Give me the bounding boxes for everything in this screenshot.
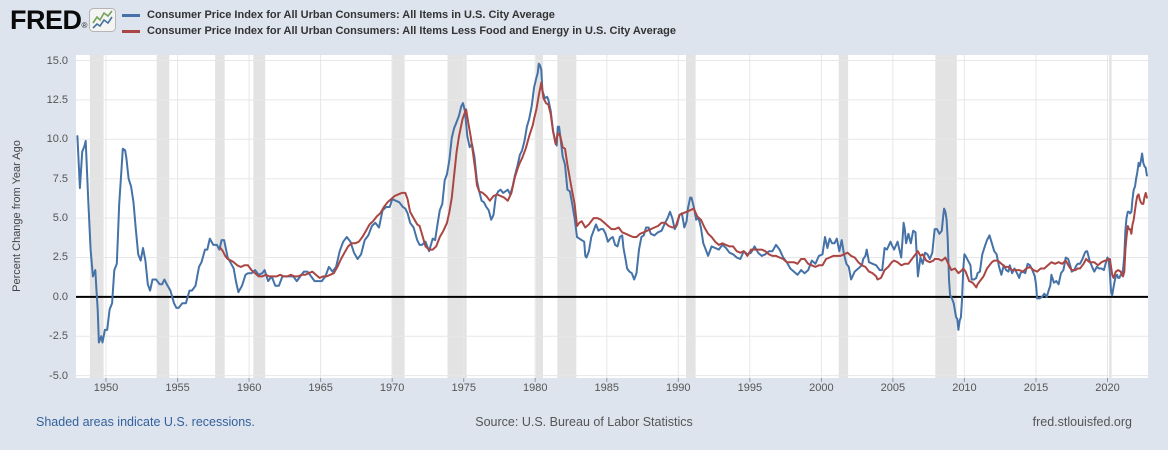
fred-logo-text: FRED xyxy=(10,5,82,35)
source-text: Source: U.S. Bureau of Labor Statistics xyxy=(475,415,693,429)
recessions-note-link[interactable]: Shaded areas indicate U.S. recessions. xyxy=(36,415,255,429)
y-tick-label: 7.5 xyxy=(52,172,68,185)
y-tick-label: -5.0 xyxy=(49,369,68,382)
fred-site-link[interactable]: fred.stlouisfed.org xyxy=(1032,415,1132,429)
y-axis-title: Percent Change from Year Ago xyxy=(11,140,23,292)
x-tick-label: 1995 xyxy=(737,382,763,394)
legend-item-core: Consumer Price Index for All Urban Consu… xyxy=(122,23,676,39)
x-tick-label: 1955 xyxy=(165,382,190,394)
legend-label-all-items: Consumer Price Index for All Urban Consu… xyxy=(147,9,555,21)
recession-band xyxy=(156,55,170,378)
series-line-core xyxy=(219,81,1148,289)
recession-band xyxy=(215,55,225,378)
y-tick-label: -2.5 xyxy=(49,330,68,343)
fred-logo[interactable]: FRED® xyxy=(10,5,87,36)
series-line-all-items xyxy=(76,62,1148,344)
legend-item-all-items: Consumer Price Index for All Urban Consu… xyxy=(122,7,676,23)
legend-label-core: Consumer Price Index for All Urban Consu… xyxy=(147,25,676,37)
legend-dash-all-items xyxy=(122,13,140,17)
x-tick-label: 1965 xyxy=(308,382,333,394)
x-tick-label: 1950 xyxy=(93,382,119,394)
y-tick-label: 15.0 xyxy=(46,54,68,67)
fred-sparkline-icon xyxy=(89,8,116,32)
recession-band xyxy=(89,55,104,378)
footer: Shaded areas indicate U.S. recessions. S… xyxy=(0,415,1168,433)
y-tick-label: 10.0 xyxy=(46,133,68,146)
legend: Consumer Price Index for All Urban Consu… xyxy=(122,7,676,39)
recession-band xyxy=(253,55,266,378)
recession-band xyxy=(838,55,849,378)
x-tick-label: 2015 xyxy=(1023,382,1049,394)
x-tick-label: 1970 xyxy=(379,382,405,394)
x-tick-label: 2000 xyxy=(809,382,834,394)
recession-band xyxy=(535,55,543,378)
x-tick-label: 1990 xyxy=(666,382,691,394)
registered-mark: ® xyxy=(81,21,88,30)
y-tick-label: 5.0 xyxy=(52,212,68,225)
y-tick-label: 0.0 xyxy=(52,290,68,303)
x-tick-label: 1960 xyxy=(236,382,262,394)
recession-band xyxy=(686,55,696,378)
x-tick-label: 2005 xyxy=(880,382,906,394)
legend-dash-core xyxy=(122,29,140,33)
x-tick-label: 2020 xyxy=(1095,382,1120,394)
x-tick-label: 2010 xyxy=(952,382,977,394)
y-tick-label: 12.5 xyxy=(46,93,68,106)
y-tick-label: 2.5 xyxy=(52,251,68,264)
recession-band xyxy=(391,55,405,378)
x-tick-label: 1980 xyxy=(522,382,548,394)
recession-band xyxy=(1109,55,1112,378)
plot-svg xyxy=(76,55,1148,382)
x-tick-label: 1985 xyxy=(594,382,620,394)
x-tick-label: 1975 xyxy=(451,382,476,394)
